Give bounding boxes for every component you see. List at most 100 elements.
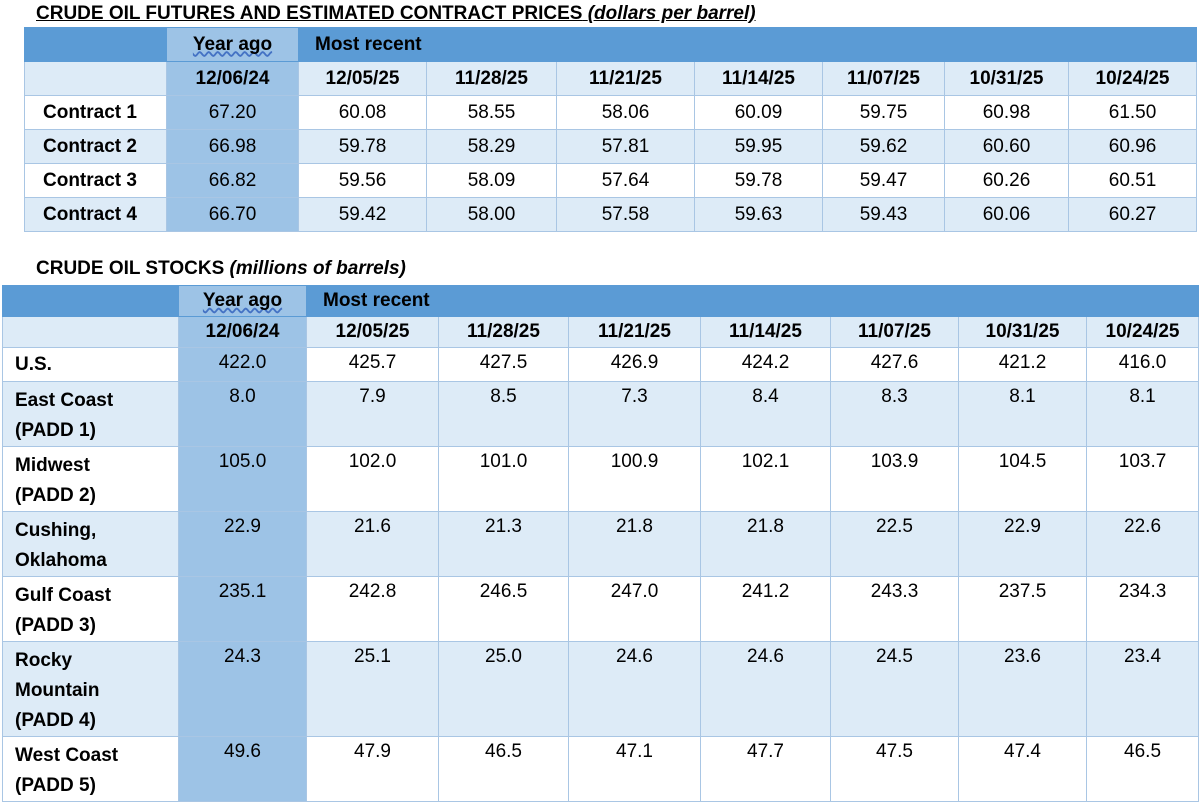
futures-cell: 58.00 (426, 197, 557, 232)
futures-row-label: Contract 4 (24, 197, 167, 232)
stocks-cell: 22.9 (178, 511, 307, 577)
stocks-cell: 25.1 (306, 641, 439, 737)
futures-cell: 59.95 (694, 129, 823, 164)
futures-cell: 60.96 (1067, 129, 1198, 164)
stocks-cell: 21.3 (438, 511, 569, 577)
stocks-cell: 421.2 (958, 347, 1087, 382)
stocks-cell: 8.5 (438, 381, 569, 447)
stocks-cell: 23.4 (1085, 641, 1200, 737)
stocks-cell: 237.5 (958, 576, 1087, 642)
futures-cell: 58.09 (426, 163, 557, 198)
futures-cell: 66.98 (166, 129, 299, 164)
stocks-cell: 102.1 (700, 446, 831, 512)
futures-cell: 60.98 (944, 95, 1069, 130)
futures-cell: 59.75 (822, 95, 945, 130)
stocks-cell: 24.6 (568, 641, 701, 737)
stocks-cell: 8.4 (700, 381, 831, 447)
futures-date-header: 11/21/25 (556, 61, 695, 96)
futures-row-label: Contract 2 (24, 129, 167, 164)
futures-date-row: 12/06/24 12/05/25 11/28/25 11/21/25 11/1… (24, 61, 1198, 96)
stocks-row-label: Cushing, Oklahoma (2, 511, 179, 577)
stocks-cell: 24.6 (700, 641, 831, 737)
stocks-header-band: Year ago Most recent (2, 285, 1200, 317)
stocks-row-label: West Coast (PADD 5) (2, 736, 179, 802)
stocks-cell: 246.5 (438, 576, 569, 642)
futures-cell: 59.43 (822, 197, 945, 232)
futures-cell: 57.81 (556, 129, 695, 164)
futures-row: Contract 4 66.70 59.42 58.00 57.58 59.63… (24, 197, 1198, 232)
stocks-date-header: 11/14/25 (700, 316, 831, 348)
futures-cell: 58.29 (426, 129, 557, 164)
futures-header-band: Year ago Most recent (24, 27, 1198, 62)
stocks-row: Gulf Coast (PADD 3) 235.1 242.8 246.5 247… (2, 576, 1200, 642)
stocks-cell: 104.5 (958, 446, 1087, 512)
stocks-title-main: CRUDE OIL STOCKS (36, 258, 225, 279)
futures-cell: 60.08 (298, 95, 427, 130)
stocks-cell: 21.8 (700, 511, 831, 577)
futures-cell: 59.78 (298, 129, 427, 164)
stocks-row-label: Rocky Mountain (PADD 4) (2, 641, 179, 737)
stocks-cell: 100.9 (568, 446, 701, 512)
futures-cell: 60.27 (1067, 197, 1198, 232)
stocks-cell: 21.8 (568, 511, 701, 577)
stocks-row: Midwest (PADD 2) 105.0 102.0 101.0 100.9 … (2, 446, 1200, 512)
stocks-cell: 241.2 (700, 576, 831, 642)
stocks-cell: 24.5 (830, 641, 959, 737)
stocks-cell: 234.3 (1085, 576, 1200, 642)
stocks-cell: 47.5 (830, 736, 959, 802)
stocks-cell: 416.0 (1085, 347, 1200, 382)
stocks-cell: 102.0 (306, 446, 439, 512)
stocks-date-header: 12/06/24 (178, 316, 307, 348)
stocks-cell: 425.7 (306, 347, 439, 382)
futures-title-main: CRUDE OIL FUTURES AND ESTIMATED CONTRACT… (36, 3, 583, 24)
stocks-cell: 103.7 (1085, 446, 1200, 512)
futures-row: Contract 1 67.20 60.08 58.55 58.06 60.09… (24, 95, 1198, 130)
stocks-cell: 8.3 (830, 381, 959, 447)
futures-cell: 59.42 (298, 197, 427, 232)
futures-cell: 60.51 (1067, 163, 1198, 198)
futures-date-corner (24, 61, 167, 96)
stocks-date-header: 12/05/25 (306, 316, 439, 348)
futures-date-header: 10/31/25 (944, 61, 1069, 96)
stocks-year-ago-label: Year ago (178, 285, 307, 317)
stocks-row: Cushing, Oklahoma 22.9 21.6 21.3 21.8 21.… (2, 511, 1200, 577)
futures-cell: 58.06 (556, 95, 695, 130)
stocks-date-header: 11/21/25 (568, 316, 701, 348)
stocks-title-unit: (millions of barrels) (229, 258, 406, 279)
stocks-row: U.S. 422.0 425.7 427.5 426.9 424.2 427.6… (2, 347, 1200, 382)
futures-date-header: 11/14/25 (694, 61, 823, 96)
stocks-cell: 424.2 (700, 347, 831, 382)
futures-cell: 59.56 (298, 163, 427, 198)
stocks-most-recent-label: Most recent (305, 285, 1200, 317)
stocks-cell: 427.6 (830, 347, 959, 382)
stocks-cell: 247.0 (568, 576, 701, 642)
stocks-cell: 426.9 (568, 347, 701, 382)
futures-header-corner (24, 27, 167, 62)
futures-cell: 59.78 (694, 163, 823, 198)
stocks-date-header: 11/28/25 (438, 316, 569, 348)
stocks-cell: 46.5 (438, 736, 569, 802)
stocks-cell: 8.0 (178, 381, 307, 447)
stocks-row: Rocky Mountain (PADD 4) 24.3 25.1 25.0 24.… (2, 641, 1200, 737)
futures-cell: 57.58 (556, 197, 695, 232)
futures-cell: 60.06 (944, 197, 1069, 232)
futures-cell: 60.09 (694, 95, 823, 130)
stocks-cell: 24.3 (178, 641, 307, 737)
stocks-cell: 23.6 (958, 641, 1087, 737)
stocks-row: East Coast (PADD 1) 8.0 7.9 8.5 7.3 8.4 8… (2, 381, 1200, 447)
futures-cell: 59.47 (822, 163, 945, 198)
futures-cell: 60.26 (944, 163, 1069, 198)
stocks-cell: 235.1 (178, 576, 307, 642)
stocks-cell: 46.5 (1085, 736, 1200, 802)
stocks-cell: 22.6 (1085, 511, 1200, 577)
futures-cell: 66.70 (166, 197, 299, 232)
futures-row: Contract 2 66.98 59.78 58.29 57.81 59.95… (24, 129, 1198, 164)
futures-cell: 66.82 (166, 163, 299, 198)
futures-row-label: Contract 1 (24, 95, 167, 130)
futures-year-ago-label: Year ago (166, 27, 299, 62)
stocks-date-corner (2, 316, 179, 348)
futures-cell: 59.62 (822, 129, 945, 164)
futures-date-header: 10/24/25 (1067, 61, 1198, 96)
stocks-cell: 7.3 (568, 381, 701, 447)
stocks-cell: 7.9 (306, 381, 439, 447)
